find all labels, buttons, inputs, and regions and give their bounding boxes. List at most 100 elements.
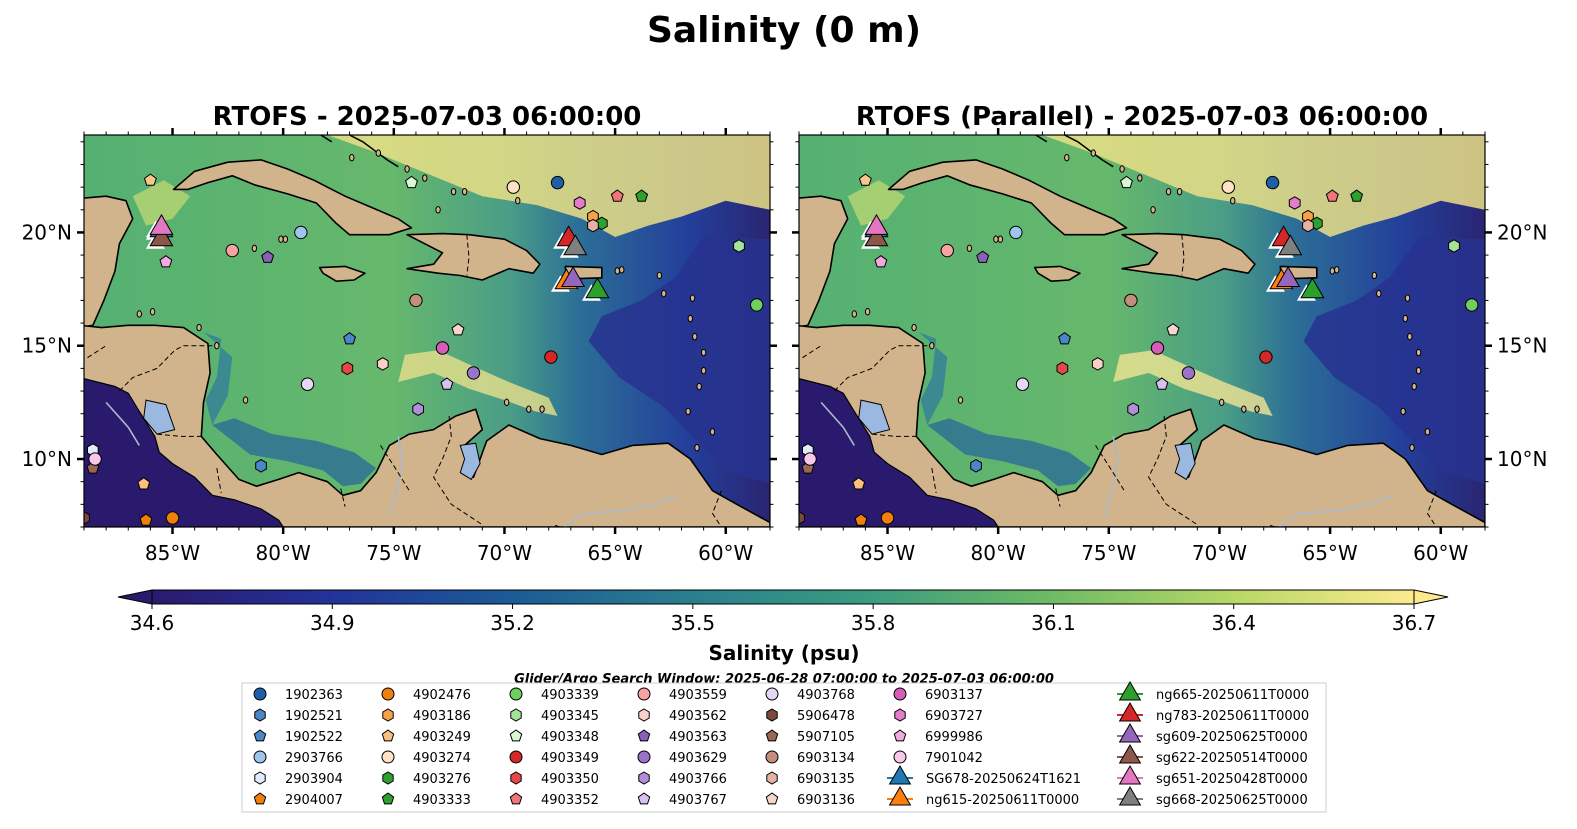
argo-float-marker	[1221, 180, 1236, 194]
argo-float-marker	[854, 513, 868, 526]
legend-label: 6903136	[797, 793, 855, 808]
lon-tick-label: 85°W	[860, 541, 915, 565]
river	[388, 436, 404, 516]
legend-label: 4903766	[669, 772, 727, 787]
argo-float-marker	[405, 175, 418, 189]
legend-marker	[638, 708, 650, 722]
river	[1103, 436, 1119, 516]
land-cuba	[172, 159, 413, 236]
argo-float-marker	[341, 361, 354, 376]
legend-label: 5907105	[797, 730, 855, 745]
island	[694, 443, 700, 452]
pacific-ocean-overlay	[84, 377, 284, 527]
legend-marker	[637, 729, 651, 742]
legend-marker	[637, 687, 651, 701]
argo-float-marker	[750, 298, 764, 312]
argo-float-marker	[1127, 402, 1139, 416]
country-border	[711, 490, 722, 527]
island	[656, 271, 663, 280]
country-border	[1055, 488, 1061, 507]
country-border	[1095, 445, 1125, 491]
legend-marker	[893, 750, 907, 764]
high-salinity-north	[327, 135, 770, 237]
argo-float-marker	[1302, 218, 1314, 233]
island	[349, 153, 355, 162]
argo-float-marker	[255, 459, 267, 473]
river	[820, 401, 855, 446]
legend-marker	[254, 708, 266, 722]
argo-float-marker	[733, 239, 745, 253]
island	[1064, 153, 1070, 162]
river	[563, 494, 678, 527]
legend-marker	[637, 792, 651, 805]
legend-label: 6903135	[797, 772, 855, 787]
legend-label: 4903186	[413, 709, 471, 724]
legend-marker	[888, 765, 912, 785]
island	[251, 244, 258, 252]
lon-tick-label: 80°W	[256, 541, 311, 565]
legend-marker	[894, 708, 906, 722]
argo-float-marker	[803, 452, 817, 466]
argo-float-marker	[544, 350, 558, 364]
argo-float-marker	[1448, 239, 1460, 253]
legend-label: 4902476	[413, 688, 471, 703]
legend-marker	[893, 687, 907, 701]
argo-float-marker	[343, 332, 356, 345]
legend-label: 4903349	[541, 751, 599, 766]
colorbar-extend-low	[117, 589, 153, 605]
legend-label: 4903350	[541, 772, 599, 787]
lon-tick-label: 80°W	[971, 541, 1026, 565]
island	[1119, 165, 1125, 173]
island	[1090, 149, 1097, 157]
legend-marker	[766, 771, 778, 785]
argo-float-marker	[1056, 361, 1069, 376]
high-salinity-west	[847, 180, 906, 226]
island	[687, 314, 694, 323]
lat-tick-label: 15°N	[1497, 334, 1547, 358]
legend-marker	[638, 771, 650, 785]
argo-float-marker	[1181, 366, 1196, 380]
country-border	[1426, 490, 1437, 527]
legend-label: 4903274	[413, 751, 471, 766]
low-salinity-nicaragua	[203, 332, 233, 425]
glider-marker	[149, 213, 174, 235]
colorbar-tick-label: 35.8	[851, 611, 896, 635]
lon-tick-label: 60°W	[1413, 541, 1468, 565]
island	[1415, 366, 1422, 375]
legend-marker	[254, 771, 266, 785]
country-border	[1181, 234, 1185, 276]
island	[539, 405, 545, 413]
legend-label: 2903904	[285, 772, 343, 787]
coastline	[1064, 135, 1114, 168]
argo-float-marker	[976, 250, 990, 263]
country-border	[119, 345, 213, 392]
coastline	[1035, 135, 1048, 143]
lat-tick-label: 20°N	[22, 220, 72, 244]
legend-label: ng665-20250611T0000	[1156, 688, 1309, 703]
high-salinity-north	[1042, 135, 1485, 237]
colorbar-tick-label: 36.7	[1392, 611, 1437, 635]
legend-marker	[765, 729, 779, 742]
island	[929, 342, 935, 350]
argo-float-marker	[451, 323, 465, 336]
country-border	[380, 445, 410, 491]
legend-label: 4903563	[669, 730, 727, 745]
land-centralamerica	[84, 324, 770, 527]
island	[435, 206, 441, 214]
country-border	[466, 234, 470, 276]
island	[461, 187, 468, 196]
country-border	[931, 468, 937, 494]
legend-marker	[1118, 765, 1142, 785]
argo-float-marker	[139, 513, 153, 526]
glider-marker	[1275, 265, 1301, 287]
argo-float-marker	[1124, 293, 1138, 308]
legend-label: sg622-20250514T0000	[1156, 751, 1308, 766]
island	[1415, 348, 1422, 357]
legend-label: 6999986	[925, 730, 983, 745]
legend-marker	[381, 792, 395, 805]
argo-float-marker	[409, 293, 423, 308]
legend-marker	[253, 729, 267, 742]
island	[1424, 428, 1431, 436]
legend-marker	[1118, 723, 1142, 743]
map-frame	[83, 134, 771, 528]
